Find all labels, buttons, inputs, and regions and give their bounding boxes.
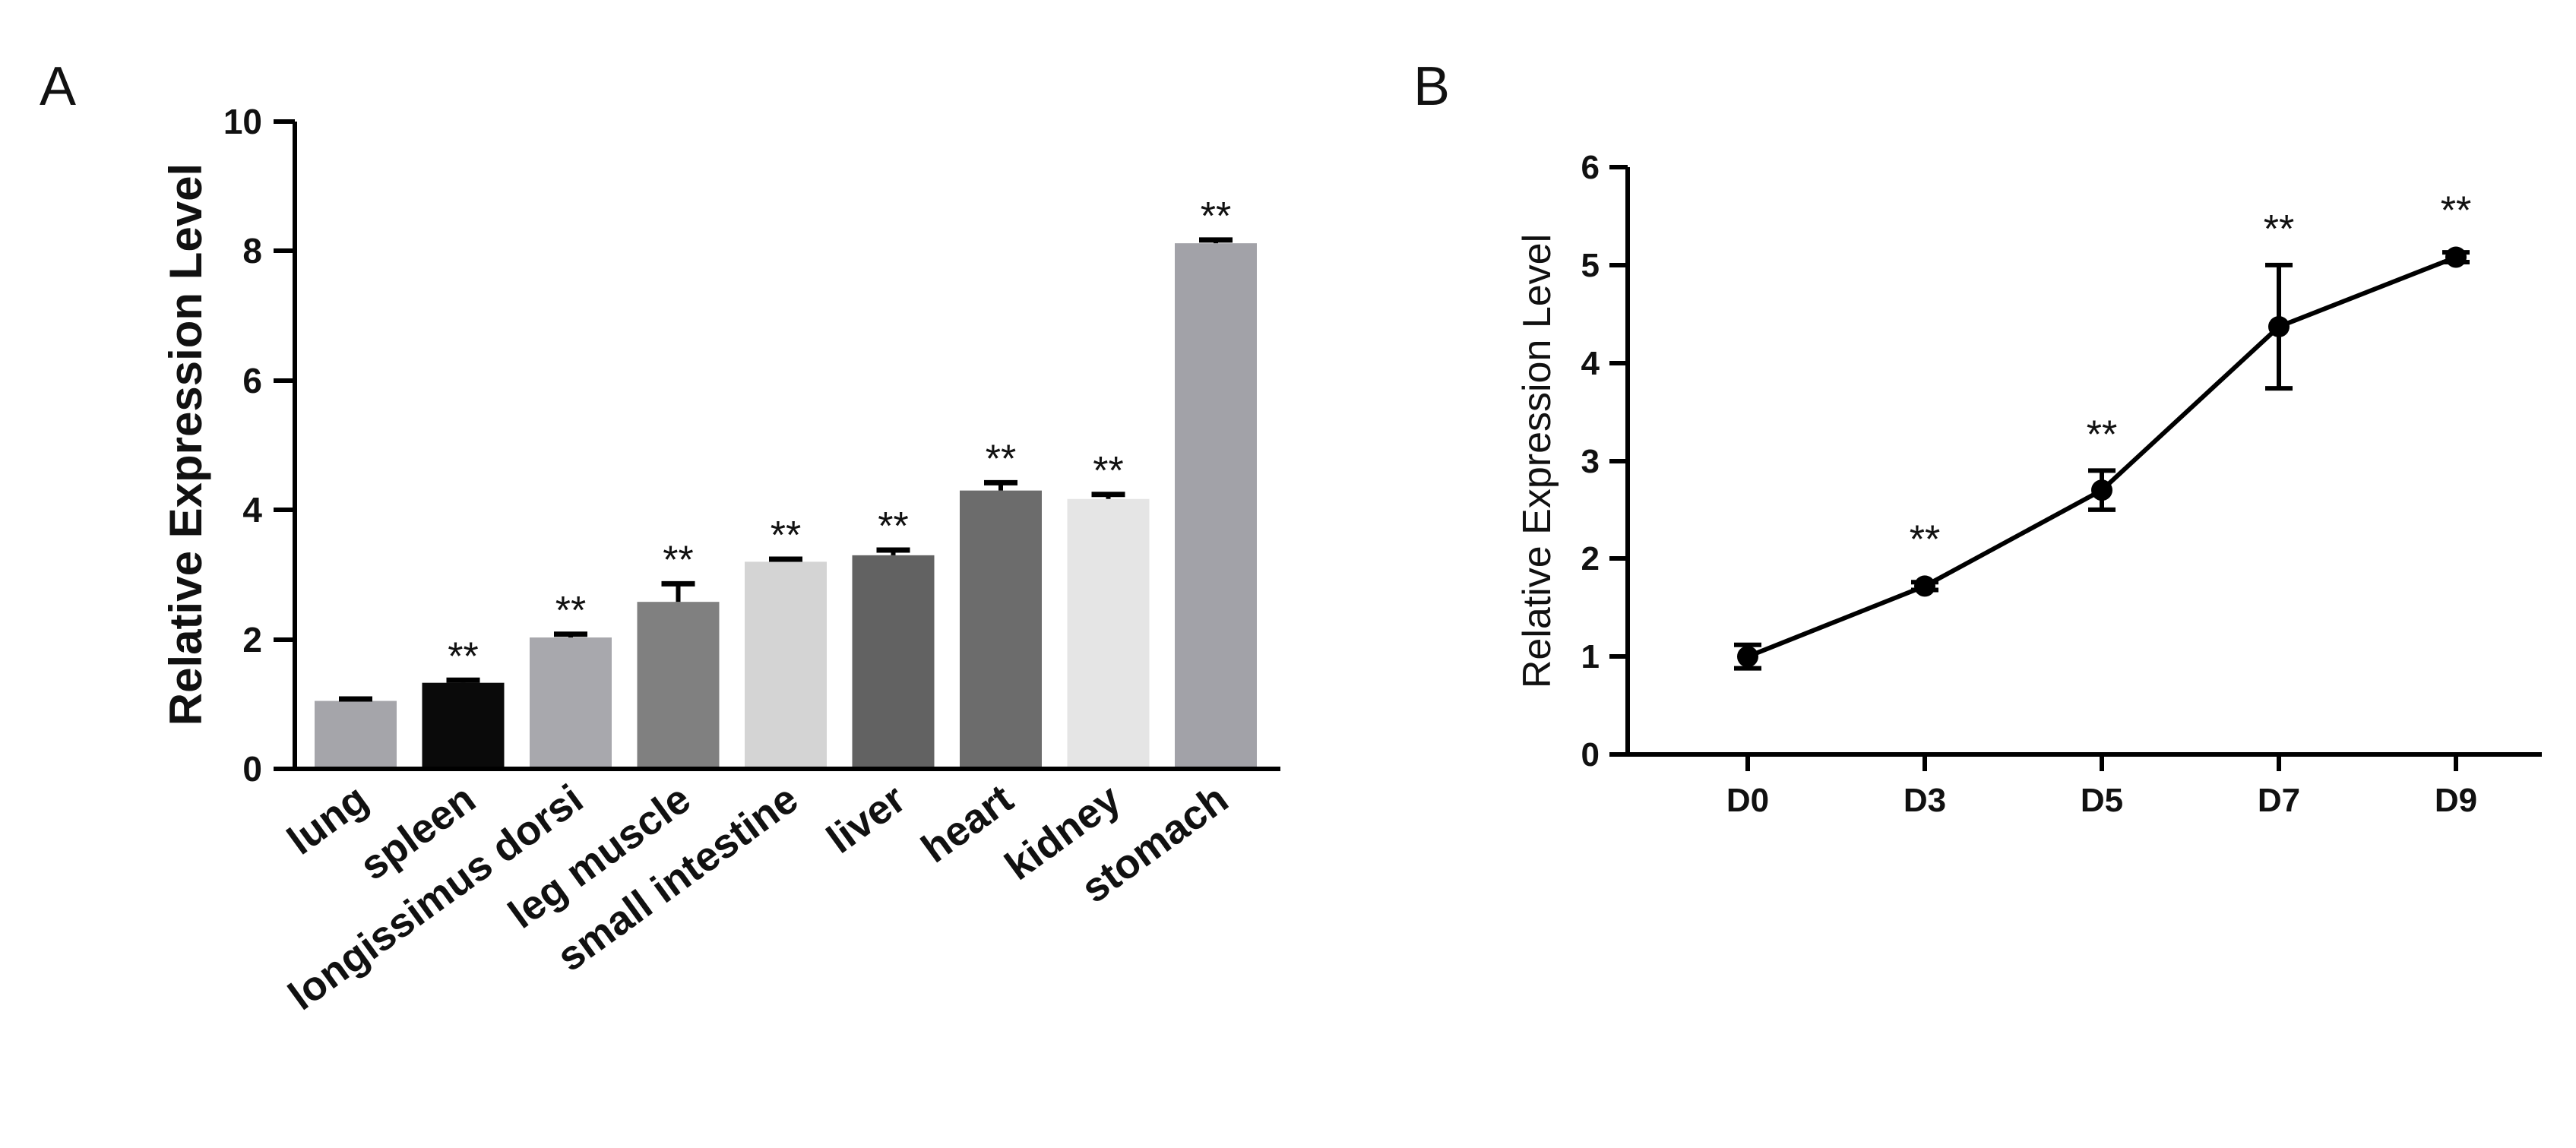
panel-b-significance: ** [1910,517,1940,561]
panel-a-bar [315,701,397,769]
panel-a-y-tick-label: 8 [242,231,262,270]
panel-b-significance: ** [2441,189,2471,233]
panel-b-point [1914,575,1935,597]
panel-a-bars [315,243,1257,769]
panel-b-points [1737,246,2467,668]
panel-b-y-tick-label: 2 [1581,540,1600,577]
panel-a-significance: ** [771,514,801,558]
panel-a-y-tick-label: 10 [223,102,262,141]
panel-a: A Relative Expression Level 0 2 4 6 8 10… [40,56,1280,1019]
panel-b-y-tick-label: 5 [1581,247,1600,284]
panel-a-significance: ** [878,504,908,549]
panel-b-x-tick-label: D7 [2258,782,2300,819]
panel-b-y-axis-title: Relative Expression Level [1515,234,1559,688]
panel-a-bar [1175,243,1257,769]
panel-b-significance: ** [2087,413,2117,457]
panel-b-point [2445,246,2467,268]
panel-b-y-tick-label: 1 [1581,638,1600,675]
panel-b: B Relative Expression Level 0 1 2 3 4 5 … [1413,56,2542,819]
panel-a-y-axis: 0 2 4 6 8 10 [223,102,297,789]
panel-b-y-tick-label: 4 [1581,345,1600,382]
panel-b-label: B [1413,56,1450,117]
panel-a-bar [1067,498,1150,769]
panel-a-category-label: liver [818,776,913,862]
panel-b-x-tick-label: D3 [1904,782,1946,819]
panel-a-significance: ** [663,538,693,582]
panel-a-label: A [40,56,76,117]
panel-b-significance: ** [2264,207,2294,251]
panel-a-significance: ** [986,437,1016,481]
panel-a-error-bars [339,237,1233,702]
panel-a-bar [852,555,935,769]
panel-a-bar [745,561,827,769]
panel-b-x-tick-label: D5 [2081,782,2123,819]
panel-a-y-tick-label: 0 [242,749,262,789]
panel-a-significance: ** [1093,449,1123,493]
panel-b-y-tick-label: 3 [1581,443,1600,480]
panel-b-x-tick-label: D0 [1726,782,1769,819]
panel-b-point [1737,646,1758,668]
panel-b-point [2091,479,2112,501]
panel-a-significance: ** [448,634,478,678]
panel-a-bar [960,490,1042,769]
panel-a-significance: ** [1201,194,1231,239]
panel-b-y-tick-label: 6 [1581,149,1600,186]
panel-b-x-ticks [1745,754,2458,771]
panel-a-bar [530,637,612,769]
panel-b-x-tick-label: D9 [2435,782,2477,819]
panel-a-y-tick-label: 2 [242,620,262,659]
panel-a-y-axis-title: Relative Expression Level [160,163,211,726]
panel-b-y-axis: 0 1 2 3 4 5 6 [1581,149,1630,773]
panel-a-significance: ** [555,589,586,633]
panel-a-bar [422,682,505,769]
panel-b-point [2268,315,2290,337]
panel-a-y-tick-label: 6 [242,361,262,400]
panel-a-bar [637,602,720,769]
panel-b-error-bars [1734,250,2470,671]
panel-b-y-tick-label: 0 [1581,736,1600,773]
panel-a-y-tick-label: 4 [242,490,262,530]
